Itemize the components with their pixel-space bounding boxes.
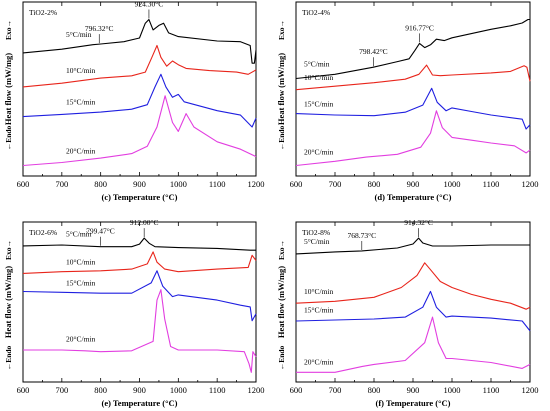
peak-temperature-label: 916.77°C: [405, 23, 434, 32]
curve-10c-per-min: [22, 251, 257, 274]
peak-temperature-label: 799.47°C: [86, 227, 115, 236]
plot-frame: [22, 221, 257, 383]
curve-15c-per-min: [295, 87, 531, 130]
panel-e: 600 700 800 900 1000 1100 1200 (e) Temperature …: [3, 218, 265, 408]
peak-temperature-label: 796.32°C: [85, 24, 114, 33]
x-axis-caption: (d) Temperature (°C): [375, 192, 452, 202]
rate-label-5: 5°C/min: [66, 230, 92, 239]
curve-20c-per-min: [23, 289, 257, 373]
exo-label: Exo→: [277, 20, 286, 40]
x-tick-label: 1100: [209, 385, 226, 395]
rate-label-10: 10°C/min: [304, 73, 334, 82]
x-tick-label: 600: [17, 385, 30, 395]
peak-temperature-label: 912.00°C: [130, 218, 159, 227]
x-tick-label: 1000: [170, 385, 187, 395]
panel-title: TiO2-8%: [302, 228, 330, 237]
exo-label: Exo→: [4, 20, 13, 40]
curve-10c-per-min: [295, 64, 531, 91]
x-tick-label: 900: [407, 385, 420, 395]
x-tick-label: 900: [133, 385, 146, 395]
curve-5c-per-min: [295, 18, 530, 80]
panel-c: 600 700 800 900 1000 1100 1200 (c) Temperature …: [3, 0, 265, 202]
curve-5c-per-min: [295, 237, 530, 255]
x-tick-label: 1200: [248, 385, 265, 395]
curve-15c-per-min: [22, 270, 257, 322]
curve-15c-per-min: [295, 290, 531, 332]
x-tick-label: 1100: [483, 385, 500, 395]
x-tick-label: 1200: [522, 385, 539, 395]
x-tick-label: 600: [17, 179, 30, 189]
x-tick-label: 700: [55, 385, 68, 395]
x-tick-label: 800: [368, 179, 381, 189]
panel-d: 600 700 800 900 1000 1100 1200 (d) Temperature …: [276, 1, 539, 202]
rate-label-5: 5°C/min: [66, 30, 92, 39]
x-tick-label: 1000: [170, 179, 187, 189]
x-tick-label: 800: [368, 385, 381, 395]
curve-20c-per-min: [296, 316, 531, 373]
x-tick-label: 1100: [209, 179, 226, 189]
x-tick-label: 1000: [444, 179, 461, 189]
rate-label-20: 20°C/min: [66, 147, 96, 156]
rate-label-20: 20°C/min: [304, 147, 334, 156]
curve-15c-per-min: [22, 73, 257, 128]
rate-label-10: 10°C/min: [304, 287, 334, 296]
endo-label: ←Endo: [277, 125, 286, 150]
exo-label: Exo→: [4, 240, 13, 260]
curve-5c-per-min: [22, 237, 256, 251]
curve-20c-per-min: [295, 110, 531, 167]
y-axis-label: Heat flow (mW/mg): [3, 53, 13, 125]
peak-temperature-label: 768.73°C: [347, 231, 376, 240]
exo-label: Exo→: [277, 240, 286, 260]
x-tick-label: 600: [290, 385, 303, 395]
x-tick-label: 900: [407, 179, 420, 189]
rate-label-15: 15°C/min: [66, 97, 96, 106]
x-tick-label: 1000: [444, 385, 461, 395]
rate-label-15: 15°C/min: [304, 99, 334, 108]
peak-temperature-label: 924.30°C: [135, 0, 164, 9]
endo-label: ←Endo: [4, 345, 13, 370]
curve-5c-per-min: [22, 18, 257, 64]
panel-title: TiO2-6%: [29, 228, 57, 237]
endo-label: ←Endo: [277, 345, 286, 370]
x-tick-label: 600: [290, 179, 303, 189]
x-tick-label: 1100: [483, 179, 500, 189]
x-tick-label: 1200: [522, 179, 539, 189]
rate-label-5: 5°C/min: [304, 59, 330, 68]
rate-label-15: 15°C/min: [66, 279, 96, 288]
x-tick-label: 700: [55, 179, 68, 189]
y-axis-label: Heat flow (mW/mg): [276, 53, 286, 125]
rate-label-20: 20°C/min: [66, 335, 96, 344]
peak-temperature-label: 798.42°C: [359, 47, 388, 56]
rate-label-10: 10°C/min: [66, 257, 96, 266]
x-tick-label: 900: [133, 179, 146, 189]
peak-temperature-label: 914.32°C: [404, 218, 433, 227]
x-tick-label: 700: [329, 385, 342, 395]
curve-10c-per-min: [295, 262, 531, 310]
rate-label-5: 5°C/min: [304, 237, 330, 246]
x-tick-label: 800: [94, 179, 107, 189]
rate-label-15: 15°C/min: [304, 306, 334, 315]
panel-title: TiO2-2%: [29, 8, 57, 17]
curve-10c-per-min: [22, 44, 257, 88]
x-axis-caption: (c) Temperature (°C): [102, 192, 178, 202]
x-tick-label: 1200: [248, 179, 265, 189]
curve-20c-per-min: [22, 95, 257, 167]
y-axis-label: Heat flow (mW/mg): [3, 266, 13, 338]
endo-label: ←Endo: [4, 125, 13, 150]
x-tick-label: 700: [329, 179, 342, 189]
panel-f: 600 700 800 900 1000 1100 1200 (f) Temperature …: [276, 218, 539, 408]
rate-label-10: 10°C/min: [66, 66, 96, 75]
x-axis-caption: (e) Temperature (°C): [102, 398, 178, 408]
x-axis-caption: (f) Temperature (°C): [375, 398, 450, 408]
y-axis-label: Heat flow (mW/mg): [276, 266, 286, 338]
panel-title: TiO2-4%: [302, 8, 330, 17]
x-tick-label: 800: [94, 385, 107, 395]
rate-label-20: 20°C/min: [304, 357, 334, 366]
